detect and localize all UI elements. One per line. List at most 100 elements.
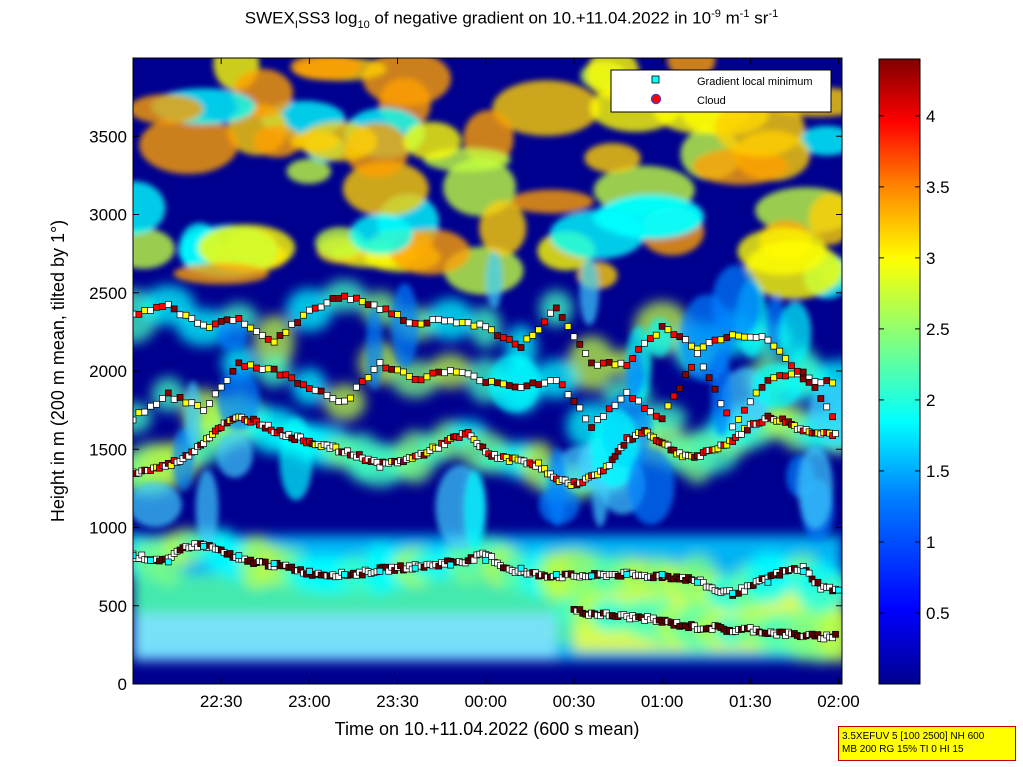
gradient-minimum-marker: [652, 331, 660, 339]
gradient-minimum-marker: [311, 386, 319, 394]
gradient-minimum-marker: [670, 392, 678, 400]
field-blob: [627, 448, 675, 525]
gradient-minimum-marker: [141, 307, 149, 314]
x-axis-label: Time on 10.+11.04.2022 (600 s mean): [335, 719, 640, 739]
gradient-minimum-marker: [488, 326, 495, 334]
gradient-minimum-marker: [405, 373, 413, 380]
layer-marker: [658, 571, 666, 578]
gradient-minimum-marker: [738, 430, 745, 438]
gradient-minimum-marker: [599, 413, 607, 420]
gradient-minimum-marker: [814, 578, 822, 586]
gradient-minimum-marker: [341, 397, 348, 405]
gradient-minimum-marker: [470, 322, 478, 330]
gradient-minimum-marker: [605, 358, 613, 366]
gradient-minimum-marker: [382, 364, 390, 372]
gradient-minimum-marker: [176, 311, 184, 319]
gradient-minimum-marker: [588, 424, 595, 431]
gradient-minimum-marker: [423, 319, 431, 327]
title-subscript: 10: [357, 19, 370, 32]
gradient-minimum-marker: [629, 395, 637, 402]
field-blob: [349, 213, 413, 255]
gradient-minimum-marker: [746, 398, 754, 406]
gradient-minimum-marker: [735, 416, 742, 423]
gradient-minimum-marker: [582, 415, 590, 423]
gradient-minimum-marker: [388, 310, 396, 318]
gradient-minimum-marker: [306, 306, 313, 314]
gradient-minimum-marker: [793, 367, 801, 375]
gradient-minimum-marker: [294, 319, 301, 326]
gradient-minimum-marker: [523, 335, 531, 343]
field-blob: [290, 58, 362, 81]
gradient-minimum-marker: [458, 369, 466, 376]
gradient-minimum-marker: [646, 335, 654, 342]
gradient-minimum-marker: [270, 365, 278, 373]
gradient-minimum-marker: [511, 383, 519, 391]
x-tick-label: 01:00: [641, 692, 684, 711]
gradient-minimum-marker: [464, 370, 472, 378]
gradient-minimum-marker: [452, 319, 460, 327]
gradient-minimum-marker: [817, 379, 825, 387]
gradient-minimum-marker: [417, 376, 425, 384]
layer-marker: [411, 564, 419, 572]
colorbar-tick-label: 1: [926, 533, 935, 552]
gradient-minimum-marker: [394, 366, 401, 374]
title-part: m: [720, 8, 740, 28]
gradient-minimum-marker: [752, 334, 760, 341]
gradient-minimum-marker: [764, 336, 772, 344]
gradient-minimum-marker: [417, 320, 425, 328]
gradient-minimum-marker: [253, 364, 260, 372]
gradient-minimum-marker: [558, 381, 566, 389]
gradient-minimum-marker: [335, 295, 343, 302]
gradient-minimum-marker: [182, 311, 190, 319]
y-tick-label: 0: [118, 675, 127, 694]
field-blob: [217, 369, 260, 431]
gradient-minimum-marker: [382, 305, 390, 313]
gradient-minimum-marker: [133, 416, 137, 424]
gradient-minimum-marker: [323, 392, 331, 399]
gradient-minimum-marker: [770, 374, 778, 382]
gradient-minimum-marker: [288, 374, 296, 382]
field-blob: [797, 445, 834, 530]
gradient-minimum-marker: [741, 406, 748, 414]
gradient-minimum-marker: [776, 372, 784, 379]
y-axis: 0 500 1000 1500 2000 2500 3000 3500: [89, 127, 842, 694]
gradient-minimum-marker: [488, 553, 495, 560]
gradient-minimum-marker: [635, 345, 642, 353]
title-part: SS3 log: [297, 8, 358, 28]
gradient-minimum-marker: [211, 320, 219, 328]
gradient-minimum-marker: [517, 344, 525, 351]
gradient-minimum-marker: [717, 336, 725, 344]
field-blob: [197, 224, 296, 272]
gradient-minimum-marker: [282, 371, 290, 379]
gradient-minimum-marker: [705, 339, 713, 346]
gradient-minimum-marker: [452, 368, 460, 376]
gradient-minimum-marker: [770, 342, 778, 350]
title-part: sr: [749, 8, 769, 28]
gradient-minimum-marker: [482, 323, 490, 331]
gradient-minimum-marker: [300, 311, 307, 319]
gradient-minimum-marker: [558, 314, 566, 321]
gradient-minimum-marker: [423, 373, 431, 381]
gradient-minimum-marker: [823, 377, 831, 384]
gradient-minimum-marker: [153, 400, 160, 408]
gradient-minimum-marker: [547, 377, 554, 385]
gradient-minimum-marker: [505, 335, 513, 343]
gradient-minimum-marker: [358, 378, 366, 385]
gradient-minimum-marker: [435, 368, 443, 376]
gradient-minimum-marker: [599, 359, 607, 367]
gradient-minimum-marker: [699, 343, 707, 351]
info-box: 3.5XEFUV 5 [100 2500] NH 600 MB 200 RG 1…: [838, 726, 1016, 761]
x-tick-label: 00:30: [553, 692, 596, 711]
gradient-minimum-marker: [247, 361, 254, 369]
gradient-minimum-marker: [829, 379, 836, 387]
field-blob: [779, 301, 812, 364]
gradient-minimum-marker: [552, 304, 560, 312]
gradient-minimum-marker: [435, 315, 443, 323]
title-superscript: -9: [711, 8, 721, 20]
legend-label-gradient: Gradient local minimum: [697, 76, 813, 88]
gradient-minimum-marker: [723, 334, 731, 341]
gradient-minimum-marker: [135, 310, 143, 318]
field-blob: [139, 115, 239, 175]
title-subscript: I: [294, 19, 298, 32]
